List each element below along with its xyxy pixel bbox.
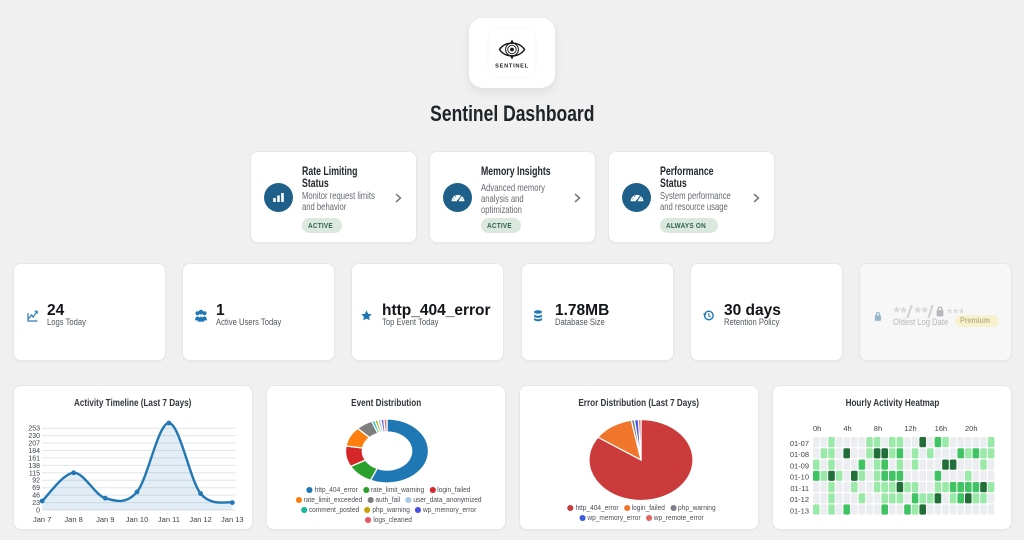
svg-text:184: 184 <box>28 448 40 455</box>
svg-text:115: 115 <box>29 470 40 477</box>
svg-text:Jan 7: Jan 7 <box>33 515 51 524</box>
svg-text:Jan 12: Jan 12 <box>189 515 212 524</box>
svg-text:01-10: 01-10 <box>790 473 809 482</box>
svg-text:92: 92 <box>32 478 40 485</box>
svg-text:20h: 20h <box>965 424 978 433</box>
svg-text:8h: 8h <box>874 424 882 433</box>
svg-text:Jan 11: Jan 11 <box>158 515 180 524</box>
svg-text:Jan 13: Jan 13 <box>221 515 244 524</box>
svg-text:0: 0 <box>36 508 40 515</box>
svg-text:69: 69 <box>32 485 40 492</box>
svg-text:4h: 4h <box>843 424 851 433</box>
svg-text:230: 230 <box>28 433 40 440</box>
svg-text:161: 161 <box>28 455 40 462</box>
svg-text:138: 138 <box>28 463 40 470</box>
svg-text:207: 207 <box>28 441 40 448</box>
svg-text:16h: 16h <box>935 424 948 433</box>
svg-text:0h: 0h <box>813 424 821 433</box>
svg-text:01-09: 01-09 <box>790 462 809 471</box>
svg-text:Jan 10: Jan 10 <box>126 515 149 524</box>
svg-text:Jan 8: Jan 8 <box>64 515 82 524</box>
svg-text:253: 253 <box>28 426 40 433</box>
svg-text:Jan 9: Jan 9 <box>96 515 114 524</box>
svg-text:01-13: 01-13 <box>790 506 809 515</box>
svg-text:01-11: 01-11 <box>790 484 809 493</box>
svg-text:23: 23 <box>32 500 40 507</box>
svg-text:12h: 12h <box>904 424 917 433</box>
svg-text:46: 46 <box>32 493 40 500</box>
svg-text:01-07: 01-07 <box>790 439 809 448</box>
svg-text:01-12: 01-12 <box>790 495 809 504</box>
svg-text:01-08: 01-08 <box>790 450 809 459</box>
svg-text:SENTINEL: SENTINEL <box>495 64 529 70</box>
